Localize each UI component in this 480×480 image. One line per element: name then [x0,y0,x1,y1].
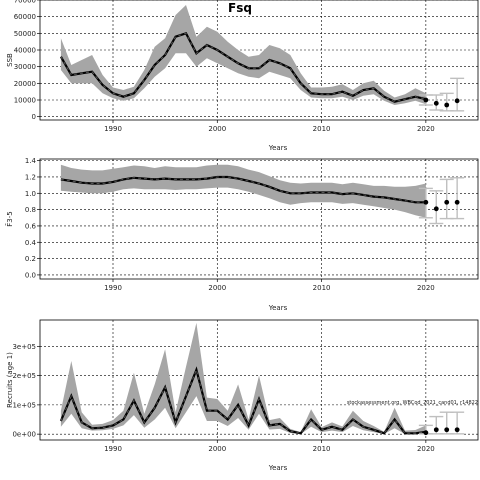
x-tick-label: 2000 [208,284,226,292]
y-tick-label: 0.4 [25,239,37,247]
estimate-line-dashed [60,32,427,103]
x-tick-label: 2010 [313,125,331,133]
projection-point [423,430,429,436]
y-tick-label: 1e+05 [12,401,36,409]
y-axis-label: Recruits (age 1) [6,352,14,408]
x-tick-label: 1990 [104,445,122,453]
x-tick-label: 1990 [104,284,122,292]
y-tick-label: 0 [32,113,36,121]
x-tick-label: 2020 [417,445,435,453]
y-tick-label: 1.2 [25,173,36,181]
projection-point [454,98,460,104]
projection-point [423,199,429,205]
y-tick-label: 3e+05 [12,343,36,351]
x-axis-label: Years [268,464,288,472]
figure-title: Fsq [228,1,252,15]
y-tick-label: 0.0 [25,271,36,279]
x-tick-label: 2000 [208,445,226,453]
y-tick-label: 10000 [14,97,36,105]
y-tick-label: 1.0 [25,190,36,198]
projection-point [454,199,460,205]
plot-frame [39,319,479,441]
y-tick-label: 40000 [14,47,36,55]
x-tick-label: 2010 [313,284,331,292]
projection-point [423,97,429,103]
source-note: stockassessment.org, WBCod_2021_cand01, … [347,400,478,406]
y-tick-label: 1.4 [25,157,37,165]
x-axis-label: Years [268,144,288,152]
y-tick-label: 0.6 [25,222,37,230]
x-tick-label: 2010 [313,445,331,453]
y-tick-label: 0.8 [25,206,36,214]
x-tick-label: 2000 [208,125,226,133]
estimate-line-dashed [60,176,426,203]
y-axis-label: SSB [6,53,14,67]
chart-panel-1: 1990 2000 2010 2020 0 10000 20000 30000 40000 500… [6,0,479,152]
x-tick-label: 2020 [417,284,435,292]
y-tick-label: 60000 [14,13,36,21]
confidence-band [60,164,426,218]
projection-point [444,427,450,433]
y-tick-label: 0e+00 [12,431,36,439]
y-tick-label: 0.2 [25,255,36,263]
confidence-band [60,322,426,435]
projection-point [433,206,439,212]
x-axis-label: Years [268,304,288,312]
y-tick-label: 20000 [14,80,36,88]
y-axis-label: F̄3-5 [5,211,14,226]
chart-panel-2: 1990 2000 2010 2020 0.0 0.2 0.4 0.6 0.8 1.0 1.2 1.4… [5,157,479,312]
plot-frame [39,158,479,280]
projection-point [444,199,450,205]
chart-panel-3: 1990 2000 2010 2020 0e+00 1e+05 2e+05 3e+05 Year… [6,319,479,472]
projection-point [433,427,439,433]
y-tick-label: 70000 [14,0,36,5]
plot-frame [39,0,479,121]
projection-point [433,100,439,106]
y-tick-label: 50000 [14,30,36,38]
confidence-band [60,5,426,105]
y-tick-label: 30000 [14,63,36,71]
x-tick-label: 1990 [104,125,122,133]
x-tick-label: 2020 [417,125,435,133]
estimate-line-dashed [60,368,426,434]
projection-point [444,102,450,108]
y-tick-label: 2e+05 [12,372,36,380]
projection-point [454,427,460,433]
